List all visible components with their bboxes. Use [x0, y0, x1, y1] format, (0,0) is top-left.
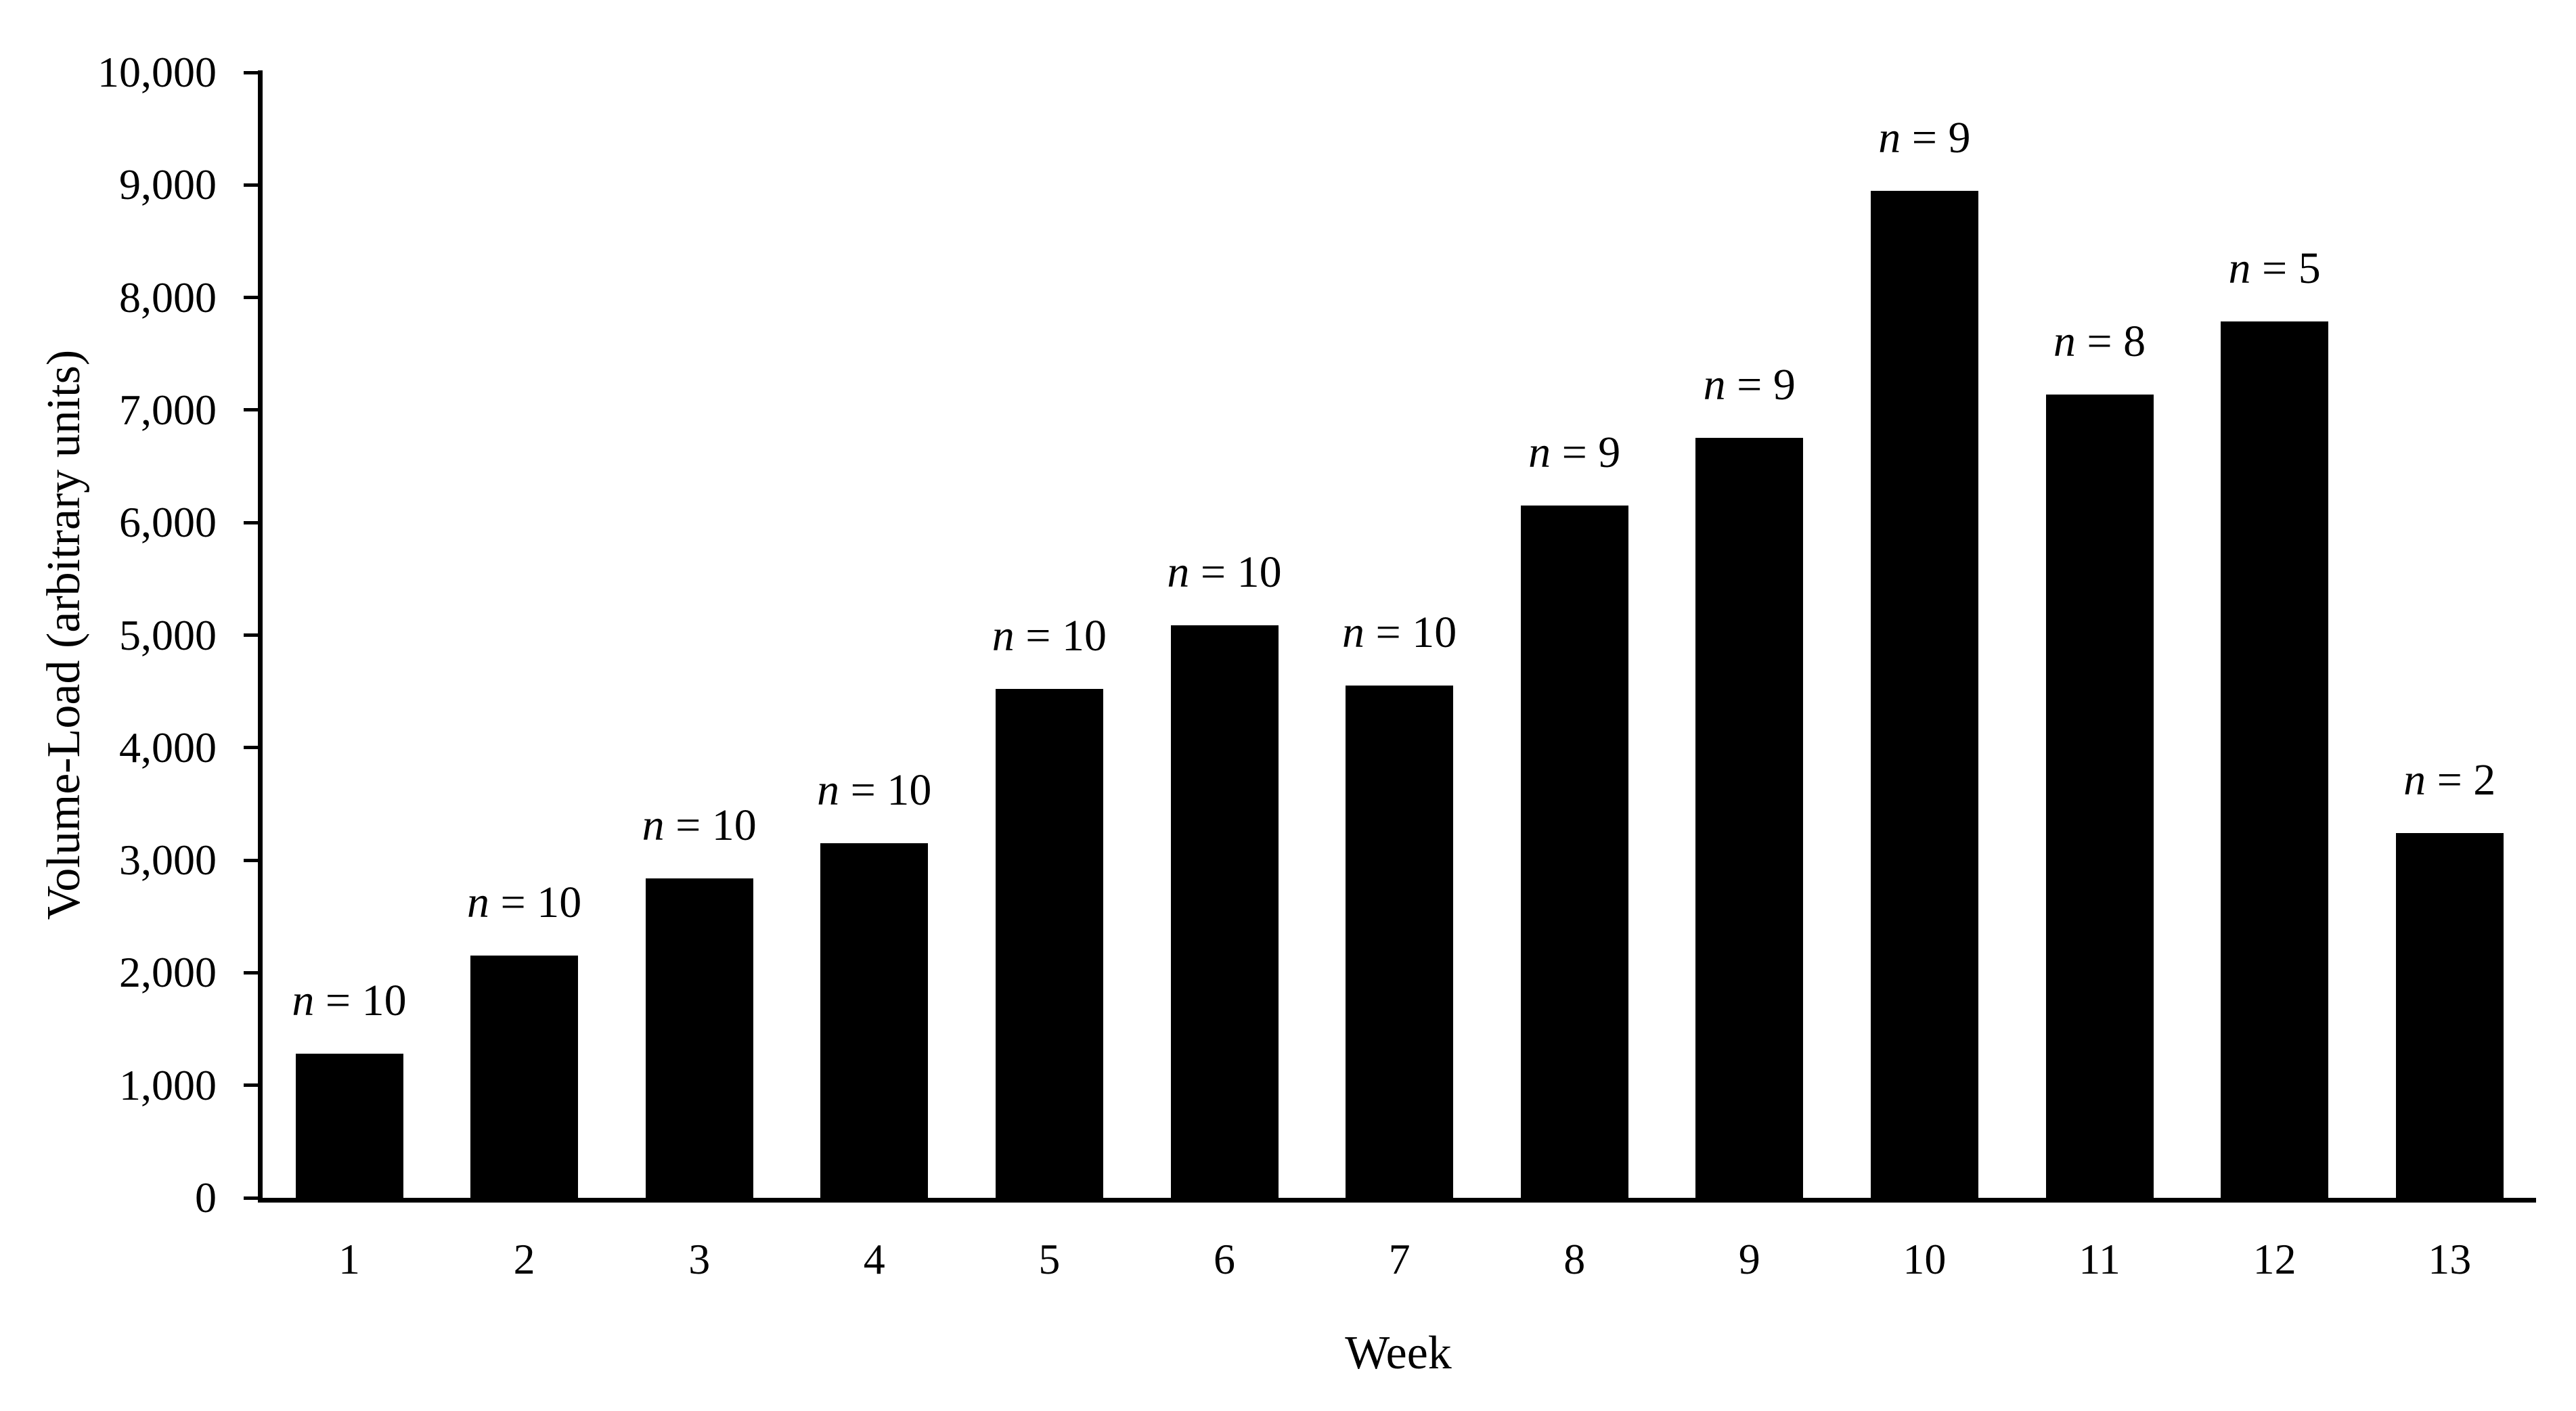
bar-week-1 — [295, 1054, 403, 1198]
bar-annotation-week-2: n = 10 — [466, 878, 582, 928]
n-symbol: n — [817, 765, 840, 815]
y-tick-mark — [244, 633, 260, 637]
n-symbol: n — [292, 976, 315, 1026]
bar-week-12 — [2221, 321, 2329, 1198]
n-symbol: n — [642, 800, 665, 850]
x-tick-label-week-12: 12 — [2252, 1235, 2296, 1283]
x-tick-label-week-1: 1 — [338, 1235, 360, 1283]
y-axis-line — [258, 70, 263, 1203]
bar-week-4 — [820, 843, 929, 1198]
n-symbol: n — [466, 878, 489, 928]
bar-week-8 — [1520, 506, 1628, 1198]
bar-annotation-week-13: n = 2 — [2403, 755, 2496, 805]
n-symbol: n — [2053, 316, 2076, 366]
bar-week-13 — [2395, 833, 2504, 1198]
y-tick-label: 1,000 — [119, 1060, 217, 1109]
y-tick-label: 3,000 — [119, 836, 217, 884]
y-tick-mark — [244, 858, 260, 862]
x-tick-label-week-5: 5 — [1038, 1235, 1061, 1283]
y-tick-label: 5,000 — [119, 610, 217, 659]
y-tick-label: 9,000 — [119, 160, 217, 209]
bar-week-9 — [1695, 438, 1804, 1198]
x-tick-label-week-11: 11 — [2079, 1235, 2120, 1283]
n-symbol: n — [2228, 243, 2251, 293]
x-tick-label-week-6: 6 — [1214, 1235, 1235, 1283]
y-tick-mark — [244, 70, 260, 74]
bar-week-7 — [1346, 686, 1454, 1198]
y-tick-label: 8,000 — [119, 273, 217, 321]
y-tick-mark — [244, 1196, 260, 1200]
y-tick-label: 6,000 — [119, 498, 217, 547]
bar-annotation-week-8: n = 9 — [1528, 428, 1621, 478]
n-symbol: n — [1878, 112, 1901, 162]
x-tick-label-week-4: 4 — [863, 1235, 885, 1283]
bar-week-6 — [1170, 625, 1279, 1198]
y-tick-label: 2,000 — [119, 948, 217, 997]
bar-annotation-week-9: n = 9 — [1703, 360, 1796, 410]
n-symbol: n — [1167, 547, 1190, 597]
x-tick-label-week-9: 9 — [1738, 1235, 1760, 1283]
bar-annotation-week-11: n = 8 — [2053, 316, 2146, 366]
bar-week-10 — [1870, 190, 1978, 1198]
bar-annotation-week-6: n = 10 — [1167, 547, 1282, 597]
x-tick-label-week-8: 8 — [1563, 1235, 1586, 1283]
y-tick-mark — [244, 970, 260, 975]
x-tick-label-week-7: 7 — [1388, 1235, 1411, 1283]
bar-annotation-week-5: n = 10 — [992, 611, 1107, 661]
bar-annotation-week-1: n = 10 — [292, 976, 407, 1026]
y-tick-mark — [244, 183, 260, 187]
y-tick-mark — [244, 1083, 260, 1088]
bar-annotation-week-3: n = 10 — [642, 800, 757, 850]
y-tick-label: 10,000 — [97, 48, 217, 96]
y-tick-mark — [244, 408, 260, 412]
x-tick-label-week-3: 3 — [688, 1235, 711, 1283]
bar-annotation-week-4: n = 10 — [817, 765, 932, 815]
x-axis-line — [258, 1198, 2536, 1203]
y-tick-label: 7,000 — [119, 385, 217, 434]
y-tick-mark — [244, 746, 260, 750]
bar-week-5 — [995, 689, 1103, 1198]
x-axis-title: Week — [1345, 1327, 1452, 1379]
n-symbol: n — [1341, 608, 1364, 658]
n-symbol: n — [1528, 428, 1551, 478]
x-tick-label-week-2: 2 — [513, 1235, 535, 1283]
y-tick-mark — [244, 520, 260, 524]
bar-week-11 — [2045, 394, 2154, 1198]
y-tick-label: 4,000 — [119, 723, 217, 771]
bar-annotation-week-12: n = 5 — [2228, 243, 2321, 293]
bar-week-2 — [470, 956, 579, 1198]
y-tick-label: 0 — [195, 1173, 217, 1222]
x-tick-label-week-10: 10 — [1903, 1235, 1947, 1283]
bar-annotation-week-7: n = 10 — [1341, 608, 1457, 658]
y-tick-mark — [244, 296, 260, 300]
n-symbol: n — [2403, 755, 2426, 805]
n-symbol: n — [992, 611, 1015, 661]
n-symbol: n — [1703, 360, 1726, 410]
bar-annotation-week-10: n = 9 — [1878, 112, 1971, 162]
x-tick-label-week-13: 13 — [2428, 1235, 2472, 1283]
bar-week-3 — [645, 878, 753, 1198]
